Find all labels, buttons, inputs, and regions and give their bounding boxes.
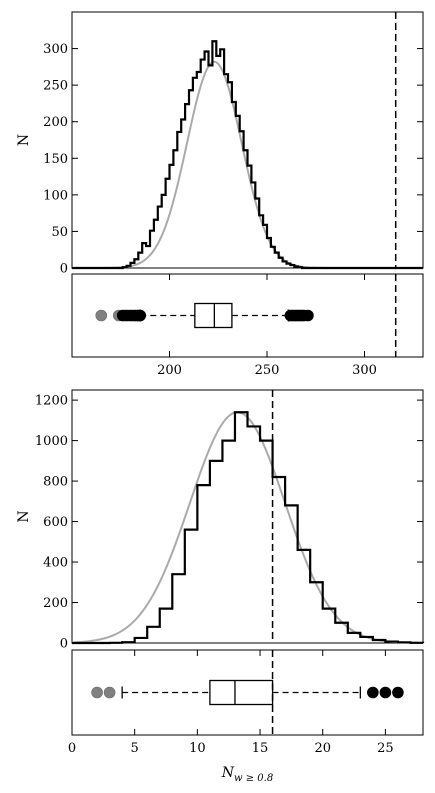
top-hist-ytick-label: 50 [51, 225, 68, 240]
bottom-box-xtick-label: 0 [68, 741, 76, 756]
bottom-hist-bin [210, 461, 223, 643]
bottom-box-outlier-black [379, 686, 392, 699]
bottom-hist-bin [248, 426, 261, 643]
bottom-hist-bin [185, 530, 198, 643]
top-hist-bin [240, 131, 244, 268]
bottom-hist-bin [273, 477, 286, 643]
top-box-xtick-label: 250 [255, 363, 280, 378]
bottom-hist-frame [71, 389, 424, 644]
top-hist-bin [201, 60, 205, 268]
bottom-hist-ylabel: N [16, 510, 32, 522]
top-hist-bin [220, 49, 224, 268]
bottom-box-xtick-label: 15 [252, 741, 269, 756]
top-hist-ytick-label: 0 [60, 262, 68, 277]
bottom-hist-bin [222, 441, 235, 643]
bottom-hist-histogram-step [72, 411, 425, 645]
bottom-hist-ytick-label: 400 [43, 556, 68, 571]
bottom-box-frame [71, 649, 424, 736]
bottom-hist-bin [172, 574, 185, 643]
bottom-hist-bin [235, 412, 248, 643]
bottom-box-outlier-grey [91, 686, 103, 699]
bottom-hist-bin [323, 609, 336, 643]
bottom-histogram-panel: 0 200 400 600 800 1000 1200 N [16, 389, 425, 652]
bottom-box-xlabel: Nw ≥ 0.8 [221, 765, 273, 784]
bottom-hist-ytick-label: 800 [43, 475, 68, 490]
top-hist-bin [197, 72, 201, 268]
bottom-hist-ytick-label: 200 [43, 596, 68, 611]
bottom-hist-bin [310, 582, 323, 643]
top-box-frame [71, 273, 424, 358]
bottom-box-xtick-label: 5 [131, 741, 139, 756]
bottom-hist-bin [160, 609, 173, 643]
bottom-hist-bin [348, 633, 361, 643]
top-hist-ytick-label: 200 [43, 115, 68, 130]
top-hist-bin [212, 41, 216, 268]
bottom-box-outlier-grey [103, 686, 116, 699]
top-hist-bin [170, 165, 174, 268]
top-box-xtick-label: 300 [352, 363, 377, 378]
top-hist-bin [177, 132, 181, 268]
top-hist-bin [224, 74, 228, 268]
top-hist-ytick-label: 150 [43, 152, 68, 167]
top-hist-ytick-label: 100 [43, 188, 68, 203]
bottom-hist-ytick-label: 600 [43, 515, 68, 530]
bottom-box-xtick-label: 20 [314, 741, 331, 756]
top-hist-bin [189, 90, 193, 268]
bottom-hist-bin [298, 550, 311, 643]
top-box-outlier-black [134, 309, 147, 322]
top-hist-bin [236, 116, 240, 268]
top-hist-frame [71, 11, 424, 269]
top-hist-bin [209, 65, 213, 268]
bottom-box-outlier-black [367, 686, 379, 699]
bottom-box-xtick-label: 25 [377, 741, 394, 756]
bottom-hist-bin [285, 505, 298, 643]
top-hist-bin [244, 150, 248, 268]
top-boxplot-panel: 200 250 300 [71, 273, 424, 378]
bottom-hist-bin [147, 627, 160, 643]
top-hist-bin [146, 246, 150, 268]
top-hist-ytick-label: 250 [43, 79, 68, 94]
bottom-hist-ytick-label: 0 [60, 637, 68, 652]
top-box-xtick-label: 200 [157, 363, 182, 378]
top-box-outlier-black [302, 309, 314, 322]
bottom-box-outlier-black [392, 686, 404, 699]
top-hist-bin [228, 82, 232, 268]
top-hist-ylabel: N [16, 134, 32, 146]
top-histogram-panel: 0 50 100 150 200 250 300 N [16, 11, 424, 277]
bottom-boxplot-panel: 0 5 10 15 20 25 Nw ≥ 0.8 [68, 649, 424, 784]
bottom-hist-ytick-label: 1200 [35, 394, 68, 409]
xlabel-base: N [221, 765, 235, 781]
top-hist-bin [173, 150, 177, 268]
top-hist-bin [193, 78, 197, 268]
bottom-hist-ytick-label: 1000 [35, 434, 68, 449]
top-box-iqr-box [194, 302, 233, 329]
xlabel-subscript: w ≥ 0.8 [234, 773, 273, 784]
top-hist-ytick-label: 300 [43, 42, 68, 57]
top-hist-bin [205, 51, 209, 268]
top-hist-bin [216, 56, 220, 268]
top-hist-histogram-step [72, 40, 423, 270]
bottom-box-iqr-box [209, 679, 274, 706]
bottom-hist-bin [335, 623, 348, 643]
bottom-hist-bin [260, 441, 273, 643]
bottom-box-xtick-label: 10 [189, 741, 206, 756]
top-box-outlier-grey [95, 309, 108, 322]
top-hist-bin [185, 104, 189, 268]
top-hist-bin [181, 120, 185, 268]
bottom-hist-bin [197, 485, 210, 643]
top-hist-bin [232, 102, 236, 268]
